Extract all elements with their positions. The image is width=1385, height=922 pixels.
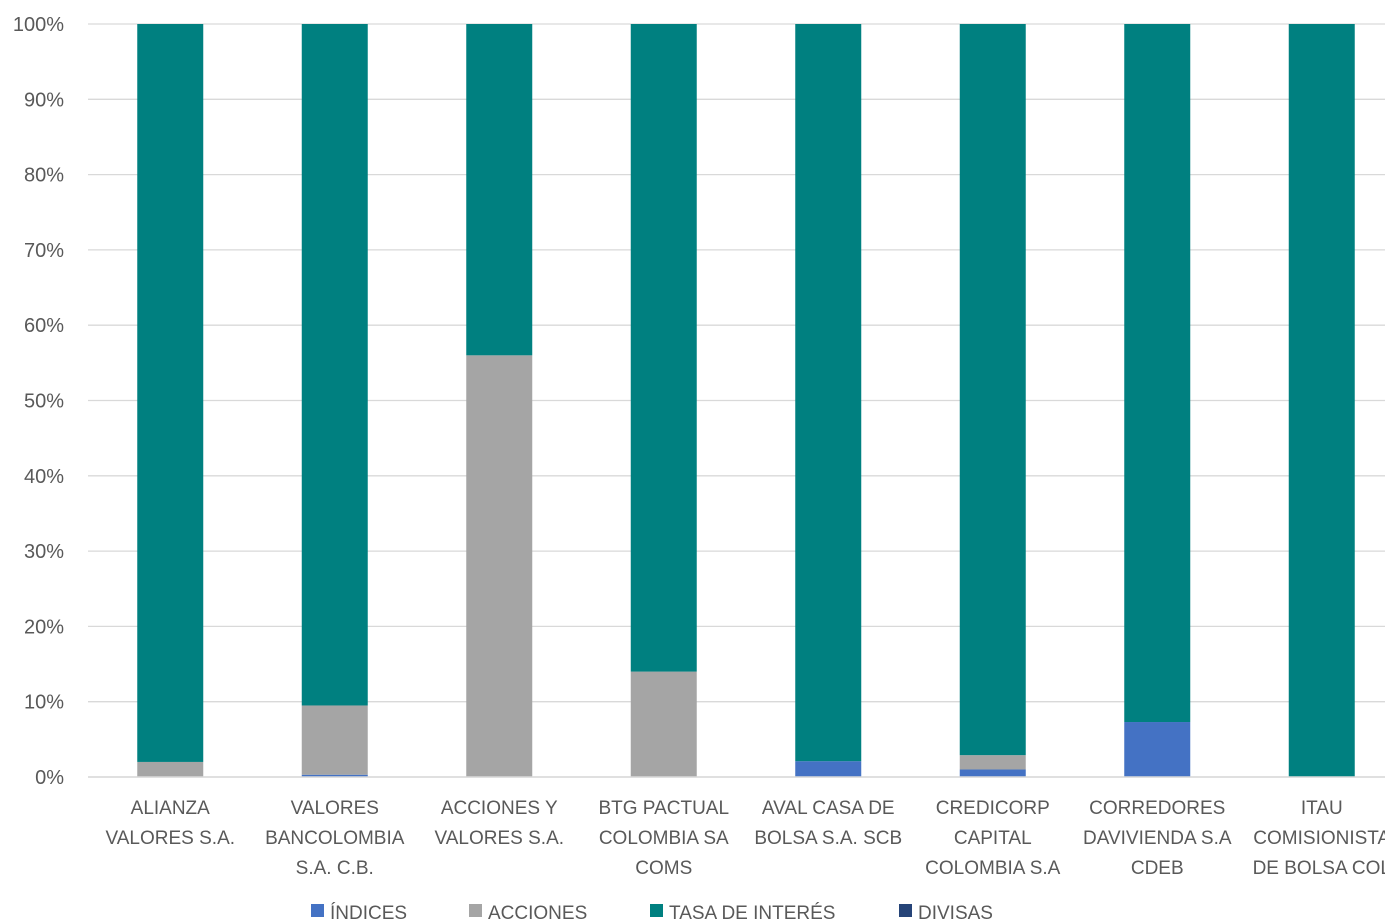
x-category-label: BOLSA S.A. SCB xyxy=(754,828,902,849)
y-tick-label: 80% xyxy=(24,165,64,187)
x-category-label: CAPITAL xyxy=(954,828,1032,849)
bar-segment--ndices xyxy=(795,761,862,777)
bar-segment-tasa-de-inter-s xyxy=(1124,24,1191,723)
y-axis-ticks: 0% 10% 20% 30% 40% 50% 60% 70% 80% 90% 100% xyxy=(13,14,64,789)
y-tick-label: 10% xyxy=(24,692,64,714)
legend-label: ÍNDICES xyxy=(330,903,407,922)
x-category-label: BTG PACTUAL xyxy=(598,798,729,819)
x-category-label: VALORES S.A. xyxy=(434,828,564,849)
y-tick-label: 100% xyxy=(13,14,64,36)
x-category-label: S.A. C.B. xyxy=(296,858,374,879)
bar-segment-tasa-de-inter-s xyxy=(1288,24,1355,777)
x-category-label: ACCIONES Y xyxy=(441,798,558,819)
bar-segment--ndices xyxy=(1124,722,1191,777)
legend-label: DIVISAS xyxy=(918,903,993,922)
x-category-label: COMS xyxy=(635,858,692,879)
x-category-label: COMISIONISTA xyxy=(1253,828,1385,849)
bar-segment-tasa-de-inter-s xyxy=(466,24,533,356)
x-category-label: DE BOLSA COL xyxy=(1253,858,1385,879)
bar-segment-tasa-de-inter-s xyxy=(301,24,368,706)
x-category-label: CORREDORES xyxy=(1089,798,1225,819)
bar-segment--ndices xyxy=(959,769,1026,777)
bar-segment-acciones xyxy=(630,671,697,777)
bar-segment-acciones xyxy=(959,755,1026,770)
x-category-label: COLOMBIA S.A xyxy=(925,858,1060,879)
x-category-label: VALORES xyxy=(291,798,379,819)
y-tick-label: 20% xyxy=(24,616,64,638)
x-category-label: COLOMBIA SA xyxy=(599,828,729,849)
bar-segment--ndices xyxy=(301,774,368,777)
bar-segment-acciones xyxy=(466,355,533,777)
legend-swatch xyxy=(469,904,482,917)
y-tick-label: 40% xyxy=(24,466,64,488)
x-category-label: VALORES S.A. xyxy=(105,828,235,849)
y-tick-label: 0% xyxy=(35,767,64,789)
gridlines xyxy=(88,23,1385,778)
legend-swatch xyxy=(899,904,912,917)
legend-label: ACCIONES xyxy=(488,903,587,922)
legend: ÍNDICES ACCIONES TASA DE INTERÉS DIVISAS xyxy=(311,903,993,922)
x-category-label: AVAL CASA DE xyxy=(762,798,895,819)
bar-segment-acciones xyxy=(137,761,204,777)
legend-swatch xyxy=(311,904,324,917)
x-category-label: ALIANZA xyxy=(131,798,211,819)
bars xyxy=(137,24,1355,777)
x-category-label: CDEB xyxy=(1131,858,1184,879)
y-tick-label: 30% xyxy=(24,541,64,563)
x-category-label: BANCOLOMBIA xyxy=(265,828,405,849)
bar-segment-tasa-de-inter-s xyxy=(137,24,204,762)
x-category-label: ITAU xyxy=(1301,798,1343,819)
bar-segment-acciones xyxy=(301,705,368,775)
y-tick-label: 50% xyxy=(24,391,64,413)
bar-segment-tasa-de-inter-s xyxy=(959,24,1026,756)
y-tick-label: 90% xyxy=(24,89,64,111)
legend-label: TASA DE INTERÉS xyxy=(669,903,835,922)
y-tick-label: 70% xyxy=(24,240,64,262)
bar-segment-tasa-de-inter-s xyxy=(795,24,862,762)
legend-swatch xyxy=(650,904,663,917)
x-axis-labels: ALIANZA VALORES S.A. VALORES BANCOLOMBIA S.A… xyxy=(105,798,1385,879)
y-tick-label: 60% xyxy=(24,315,64,337)
x-category-label: DAVIVIENDA S.A xyxy=(1083,828,1232,849)
bar-segment-tasa-de-inter-s xyxy=(630,24,697,672)
x-category-label: CREDICORP xyxy=(936,798,1050,819)
